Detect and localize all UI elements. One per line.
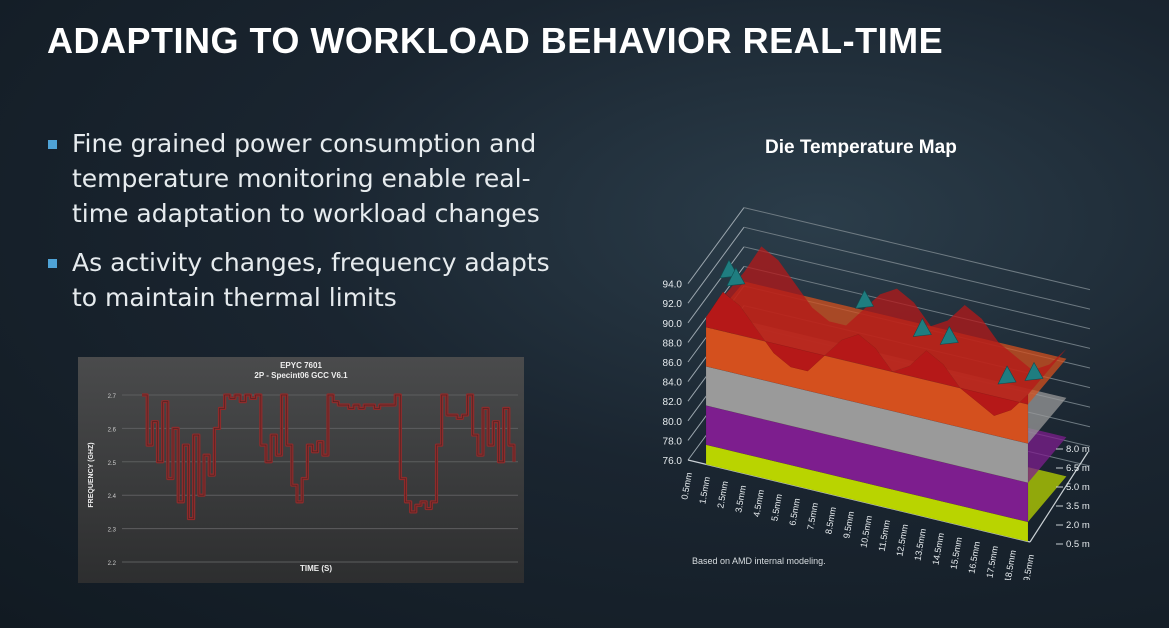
map-ytick-label: 2.0 mm [1066, 520, 1090, 531]
map-xtick-label: 12.5mm [894, 523, 909, 557]
map-xtick-label: 10.5mm [858, 515, 873, 549]
map-grid-line-left [687, 226, 745, 304]
map-ztick-label: 76.0 [663, 456, 683, 467]
map-xtick-label: 3.5mm [733, 485, 748, 514]
temperature-peak [939, 325, 959, 345]
map-ztick-label: 80.0 [663, 417, 683, 428]
temperature-band-top [706, 246, 1067, 416]
map-ztick-label: 84.0 [663, 378, 683, 389]
bullet-list: Fine grained power consumption and tempe… [48, 126, 568, 329]
temperature-band [705, 444, 1029, 542]
map-grid-line-back [743, 226, 1090, 310]
footnote: Based on AMD internal modeling. [692, 556, 826, 566]
map-xtick-label: 17.5mm [984, 545, 999, 579]
map-ytick-label: 0.5 mm [1066, 539, 1090, 550]
map-xtick-label: 0.5mm [679, 472, 694, 501]
map-ytick-label: 6.5 mm [1066, 463, 1090, 474]
frequency-chart-panel: EPYC 7601 2P - Specint06 GCC V6.1 2.7 2.6… [78, 357, 524, 583]
map-ztick-label: 90.0 [663, 319, 683, 330]
temperature-map-title: Die Temperature Map [765, 137, 957, 158]
frequency-ytick-label: 2.5 [108, 461, 117, 467]
map-xtick-label: 13.5mm [912, 528, 927, 562]
frequency-chart-xlabel: TIME (S) [300, 564, 332, 573]
map-xtick-label: 18.5mm [1002, 549, 1017, 580]
frequency-chart: EPYC 7601 2P - Specint06 GCC V6.1 2.7 2.6… [88, 361, 518, 573]
temperature-map-chart: 94.0 92.0 90.0 88.0 86.0 84.0 82.0 80.0 78.0 76.0… [663, 207, 1090, 580]
map-xtick-label: 9.5mm [841, 510, 856, 539]
bullet-item: As activity changes, frequency adapts to… [48, 245, 568, 315]
map-grid-line-left [687, 246, 745, 324]
bullet-text: As activity changes, frequency adapts to… [72, 248, 550, 312]
frequency-ytick-label: 2.6 [108, 427, 117, 433]
frequency-chart-subtitle: 2P - Specint06 GCC V6.1 [254, 371, 348, 380]
map-xtick-label: 15.5mm [948, 536, 963, 570]
temperature-peak [726, 267, 746, 287]
temperature-band [705, 365, 1029, 484]
temperature-peak [1024, 361, 1044, 381]
map-xtick-label: 19.5mm [1020, 554, 1035, 580]
map-grid-line-back [743, 246, 1090, 330]
map-xtick-label: 2.5mm [715, 480, 730, 509]
temperature-band [705, 291, 1029, 417]
frequency-ytick-label: 2.2 [108, 561, 117, 567]
temperature-band [705, 405, 1029, 523]
map-ytick-label: 3.5 mm [1066, 501, 1090, 512]
temperature-peak [997, 365, 1017, 385]
map-ztick-label: 88.0 [663, 338, 683, 349]
map-xtick-label: 14.5mm [930, 532, 945, 566]
frequency-chart-ylabel: FREQUENCY (GHZ) [88, 442, 95, 507]
map-xtick-label: 11.5mm [877, 519, 892, 552]
bullet-item: Fine grained power consumption and tempe… [48, 126, 568, 231]
map-ztick-label: 82.0 [663, 397, 683, 408]
map-ytick-label: 8.0 mm [1066, 444, 1090, 455]
map-xtick-label: 16.5mm [966, 541, 981, 575]
map-ztick-label: 94.0 [663, 280, 683, 291]
map-xtick-label: 7.5mm [805, 502, 820, 531]
map-xtick-label: 4.5mm [751, 489, 766, 518]
frequency-ytick-label: 2.3 [108, 528, 117, 534]
bullet-text: Fine grained power consumption and tempe… [72, 129, 540, 228]
bullet-square-icon [48, 140, 57, 149]
map-xtick-label: 5.5mm [769, 493, 784, 522]
temperature-peak [912, 317, 932, 337]
frequency-series-outline [142, 394, 515, 519]
map-xtick-label: 8.5mm [823, 506, 838, 535]
map-xtick-label: 6.5mm [787, 497, 802, 526]
slide-title: ADAPTING TO WORKLOAD BEHAVIOR REAL-TIME [47, 20, 944, 61]
frequency-ytick-label: 2.4 [108, 494, 117, 500]
map-floor-right-edge [1029, 451, 1089, 543]
map-ztick-label: 78.0 [663, 436, 683, 447]
map-grid-line-back [743, 207, 1090, 291]
map-ytick-label: 5.0 mm [1066, 482, 1090, 493]
frequency-chart-title: EPYC 7601 [280, 361, 322, 370]
map-grid-line-left [687, 207, 745, 284]
map-xtick-label: 1.5mm [697, 476, 712, 505]
frequency-ytick-label: 2.7 [108, 394, 117, 400]
temperature-peak [855, 289, 875, 309]
map-ztick-label: 92.0 [663, 299, 683, 310]
bullet-square-icon [48, 259, 57, 268]
map-ztick-label: 86.0 [663, 358, 683, 369]
